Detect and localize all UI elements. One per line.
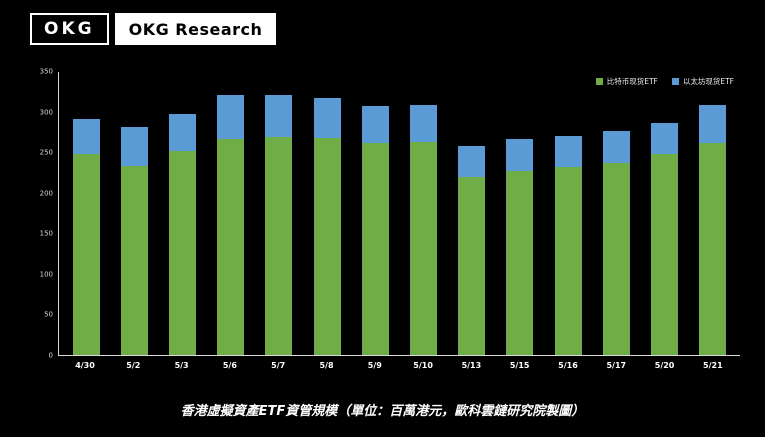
bar-segment-bitcoin-spot-etf[interactable] xyxy=(506,170,534,355)
bar-column xyxy=(63,72,109,355)
stacked-bar[interactable] xyxy=(265,72,293,355)
bar-column xyxy=(352,72,398,355)
header: OKG OKG Research xyxy=(30,13,277,45)
stacked-bar[interactable] xyxy=(506,72,534,355)
legend-item-ethereum-spot-etf: 以太坊现货ETF xyxy=(671,76,734,87)
bar-segment-ethereum-spot-etf[interactable] xyxy=(506,139,534,171)
bar-segment-bitcoin-spot-etf[interactable] xyxy=(72,153,100,355)
bar-segment-ethereum-spot-etf[interactable] xyxy=(699,105,727,144)
legend-label-bitcoin-spot-etf: 比特币现货ETF xyxy=(606,77,658,86)
stacked-bar[interactable] xyxy=(168,72,196,355)
stacked-bar[interactable] xyxy=(699,72,727,355)
x-tick-label: 5/17 xyxy=(606,361,627,370)
legend-label-ethereum-spot-etf: 以太坊现货ETF xyxy=(682,77,734,86)
brand-banner: OKG Research xyxy=(114,13,277,45)
bar-column xyxy=(304,72,350,355)
bar-column xyxy=(208,72,254,355)
y-tick-label: 350 xyxy=(39,67,53,76)
legend: 比特币现货ETF 以太坊现货ETF xyxy=(595,76,734,87)
y-tick-label: 50 xyxy=(44,310,53,319)
bar-column xyxy=(593,72,639,355)
y-tick-label: 150 xyxy=(39,229,53,238)
bar-column xyxy=(111,72,157,355)
bar-segment-ethereum-spot-etf[interactable] xyxy=(120,127,148,166)
stacked-bar[interactable] xyxy=(361,72,389,355)
bar-column xyxy=(545,72,591,355)
bar-segment-bitcoin-spot-etf[interactable] xyxy=(699,143,727,355)
legend-swatch-bitcoin-spot-etf xyxy=(595,78,603,85)
bar-segment-bitcoin-spot-etf[interactable] xyxy=(120,165,148,355)
x-tick-label: 5/16 xyxy=(558,361,578,370)
x-tick-label: 5/15 xyxy=(509,361,530,370)
x-tick-label: 5/9 xyxy=(367,361,382,370)
stacked-bar[interactable] xyxy=(410,72,438,355)
bar-segment-bitcoin-spot-etf[interactable] xyxy=(168,151,196,355)
y-tick-label: 300 xyxy=(39,108,53,117)
stacked-bar[interactable] xyxy=(602,72,630,355)
bar-segment-ethereum-spot-etf[interactable] xyxy=(361,105,389,144)
chart: 0 50 100 150 200 250 300 350 比特币现货ETF 以太坊现货ETF 4… xyxy=(30,67,740,370)
bar-segment-bitcoin-spot-etf[interactable] xyxy=(602,163,630,355)
bar-segment-ethereum-spot-etf[interactable] xyxy=(602,131,630,164)
bar-column xyxy=(449,72,495,355)
bar-segment-bitcoin-spot-etf[interactable] xyxy=(651,154,679,355)
y-tick-label: 250 xyxy=(39,148,53,157)
x-tick-label: 5/8 xyxy=(319,361,334,370)
y-tick-label: 100 xyxy=(39,270,53,279)
stacked-bar[interactable] xyxy=(554,72,582,355)
y-tick-label: 200 xyxy=(39,189,53,198)
bars-container xyxy=(59,72,740,355)
x-tick-label: 5/20 xyxy=(654,361,675,370)
legend-item-bitcoin-spot-etf: 比特币现货ETF xyxy=(595,76,658,87)
bar-segment-bitcoin-spot-etf[interactable] xyxy=(313,137,341,355)
x-tick-label: 5/6 xyxy=(222,361,237,370)
x-tick-label: 5/2 xyxy=(126,361,141,370)
bar-column xyxy=(401,72,447,355)
bar-segment-ethereum-spot-etf[interactable] xyxy=(313,97,341,138)
okg-logo-text: OKG xyxy=(44,19,95,39)
stacked-bar[interactable] xyxy=(217,72,245,355)
plot-area: 比特币现货ETF 以太坊现货ETF xyxy=(58,72,740,356)
stacked-bar[interactable] xyxy=(120,72,148,355)
bar-segment-ethereum-spot-etf[interactable] xyxy=(554,135,582,168)
bar-column xyxy=(256,72,302,355)
bar-column xyxy=(497,72,543,355)
bar-segment-bitcoin-spot-etf[interactable] xyxy=(458,177,486,355)
okg-logo: OKG xyxy=(30,13,109,45)
bar-column xyxy=(642,72,688,355)
y-tick-label: 0 xyxy=(48,351,53,360)
stacked-bar[interactable] xyxy=(458,72,486,355)
bar-segment-bitcoin-spot-etf[interactable] xyxy=(361,143,389,355)
bar-segment-ethereum-spot-etf[interactable] xyxy=(651,122,679,155)
bar-segment-ethereum-spot-etf[interactable] xyxy=(168,114,196,152)
bar-segment-bitcoin-spot-etf[interactable] xyxy=(410,142,438,355)
bar-segment-bitcoin-spot-etf[interactable] xyxy=(265,136,293,355)
bar-segment-ethereum-spot-etf[interactable] xyxy=(217,95,245,140)
stacked-bar[interactable] xyxy=(313,72,341,355)
bar-segment-bitcoin-spot-etf[interactable] xyxy=(217,139,245,355)
x-tick-label: 5/13 xyxy=(461,361,482,370)
chart-caption: 香港虛擬資產ETF資管規模（單位：百萬港元，歐科雲鏈研究院製圖） xyxy=(180,404,585,419)
x-tick-label: 5/3 xyxy=(174,361,189,370)
bar-segment-bitcoin-spot-etf[interactable] xyxy=(554,167,582,355)
y-axis: 0 50 100 150 200 250 300 350 xyxy=(30,67,58,359)
bar-column xyxy=(159,72,205,355)
bar-segment-ethereum-spot-etf[interactable] xyxy=(265,95,293,137)
bar-column xyxy=(690,72,736,355)
x-tick-label: 4/30 xyxy=(75,361,95,370)
bar-segment-ethereum-spot-etf[interactable] xyxy=(410,105,438,143)
x-tick-label: 5/21 xyxy=(703,361,723,370)
stacked-bar[interactable] xyxy=(651,72,679,355)
bar-segment-ethereum-spot-etf[interactable] xyxy=(72,118,100,154)
x-axis: 4/30 5/2 5/3 5/6 5/7 5/8 5/9 5/10 5/13 5/15 5/16 5/… xyxy=(58,361,740,370)
x-tick-label: 5/7 xyxy=(271,361,286,370)
x-tick-label: 5/10 xyxy=(413,361,433,370)
legend-swatch-ethereum-spot-etf xyxy=(671,78,679,85)
bar-segment-ethereum-spot-etf[interactable] xyxy=(458,146,486,178)
brand-text: OKG Research xyxy=(128,19,263,39)
stacked-bar[interactable] xyxy=(72,72,100,355)
